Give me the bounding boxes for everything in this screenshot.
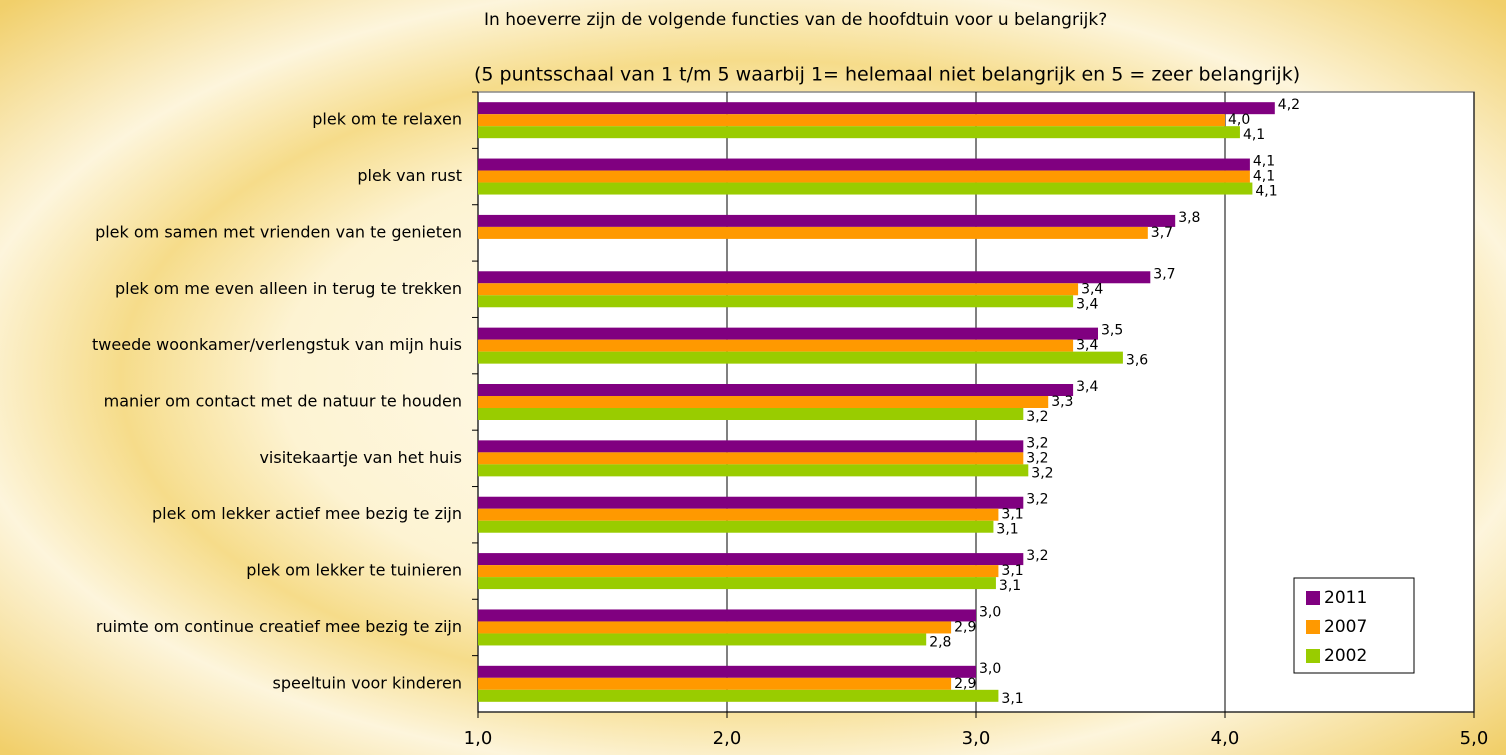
- legend-swatch: [1306, 620, 1320, 634]
- bar: [478, 665, 976, 678]
- bar: [478, 283, 1079, 296]
- y-tick-label: plek van rust: [357, 166, 462, 185]
- bar: [478, 182, 1253, 195]
- bar: [478, 464, 1029, 477]
- data-label: 2,9: [954, 619, 976, 635]
- y-tick-label: speeltuin voor kinderen: [273, 673, 462, 692]
- data-label: 3,2: [1026, 492, 1048, 508]
- legend: 2011 2007 2002: [1293, 577, 1415, 674]
- data-label: 3,4: [1076, 379, 1098, 395]
- bar: [478, 102, 1275, 115]
- data-label: 3,1: [996, 522, 1018, 538]
- bar: [478, 327, 1099, 340]
- bar: [478, 384, 1074, 396]
- y-tick-label: visitekaartje van het huis: [259, 448, 462, 467]
- bar: [478, 520, 994, 533]
- bar: [478, 440, 1024, 453]
- y-tick-label: tweede woonkamer/verlengstuk van mijn hu…: [92, 335, 462, 354]
- bar: [478, 689, 999, 702]
- data-label: 2,9: [954, 676, 976, 692]
- data-label: 4,0: [1228, 112, 1250, 128]
- data-label: 3,1: [1001, 563, 1023, 579]
- bar: [478, 170, 1250, 183]
- bar: [478, 496, 1024, 509]
- data-label: 4,1: [1253, 154, 1275, 170]
- data-label: 3,1: [1001, 507, 1023, 523]
- bar: [478, 408, 1024, 420]
- bar: [478, 452, 1024, 465]
- data-label: 3,1: [1001, 691, 1023, 707]
- x-tick-label: 3,0: [962, 728, 991, 749]
- y-tick-label: ruimte om continue creatief mee bezig te…: [96, 617, 462, 636]
- y-tick-label: plek om te relaxen: [312, 110, 462, 129]
- y-tick-label: manier om contact met de natuur te houde…: [104, 392, 462, 411]
- bar: [478, 565, 999, 578]
- data-label: 3,1: [999, 578, 1021, 594]
- data-label: 3,8: [1178, 210, 1200, 226]
- chart-subtitle: (5 puntsschaal van 1 t/m 5 waarbij 1= he…: [474, 64, 1300, 86]
- bar: [478, 295, 1074, 308]
- bar: [478, 351, 1123, 364]
- bar: [478, 633, 927, 646]
- legend-label: 2011: [1324, 588, 1367, 608]
- bar: [478, 553, 1024, 566]
- bar: [478, 577, 996, 590]
- data-label: 4,2: [1278, 97, 1300, 113]
- data-label: 4,1: [1243, 127, 1265, 143]
- data-label: 3,2: [1026, 450, 1048, 466]
- y-tick-label: plek om me even alleen in terug te trekk…: [115, 279, 462, 298]
- bar: [478, 609, 976, 622]
- data-label: 3,2: [1026, 409, 1048, 425]
- bar: [478, 126, 1240, 139]
- bar: [478, 158, 1250, 171]
- bar: [478, 621, 952, 634]
- data-label: 3,2: [1026, 435, 1048, 451]
- data-label: 3,4: [1076, 296, 1098, 312]
- bar: [478, 396, 1049, 408]
- data-label: 3,6: [1126, 353, 1148, 369]
- y-tick-label: plek om lekker actief mee bezig te zijn: [152, 504, 462, 523]
- data-label: 3,0: [979, 661, 1001, 677]
- data-label: 3,4: [1076, 338, 1098, 354]
- bar: [478, 339, 1074, 352]
- chart-title: In hoeverre zijn de volgende functies va…: [484, 10, 1107, 30]
- bar: [478, 508, 999, 521]
- y-tick-label: plek om samen met vrienden van te geniet…: [95, 222, 462, 241]
- data-label: 3,2: [1026, 548, 1048, 564]
- legend-swatch: [1306, 649, 1320, 663]
- data-label: 3,7: [1151, 225, 1173, 241]
- x-tick-label: 4,0: [1211, 728, 1240, 749]
- legend-label: 2002: [1324, 646, 1367, 666]
- data-label: 3,3: [1051, 394, 1073, 410]
- bar: [478, 271, 1151, 284]
- x-tick-label: 5,0: [1460, 728, 1489, 749]
- data-label: 3,4: [1081, 281, 1103, 297]
- bar: [478, 114, 1225, 127]
- data-label: 3,0: [979, 604, 1001, 620]
- data-label: 4,1: [1253, 169, 1275, 185]
- legend-label: 2007: [1324, 617, 1367, 637]
- x-tick-label: 2,0: [713, 728, 742, 749]
- data-label: 2,8: [929, 634, 951, 650]
- x-tick-label: 1,0: [464, 728, 493, 749]
- bar: [478, 226, 1148, 239]
- data-label: 3,2: [1031, 465, 1053, 481]
- bar: [478, 677, 952, 690]
- data-label: 4,1: [1255, 184, 1277, 200]
- data-label: 3,5: [1101, 323, 1123, 339]
- legend-swatch: [1306, 591, 1320, 605]
- data-label: 3,7: [1153, 266, 1175, 282]
- bar: [478, 214, 1176, 227]
- y-tick-label: plek om lekker te tuinieren: [246, 561, 462, 580]
